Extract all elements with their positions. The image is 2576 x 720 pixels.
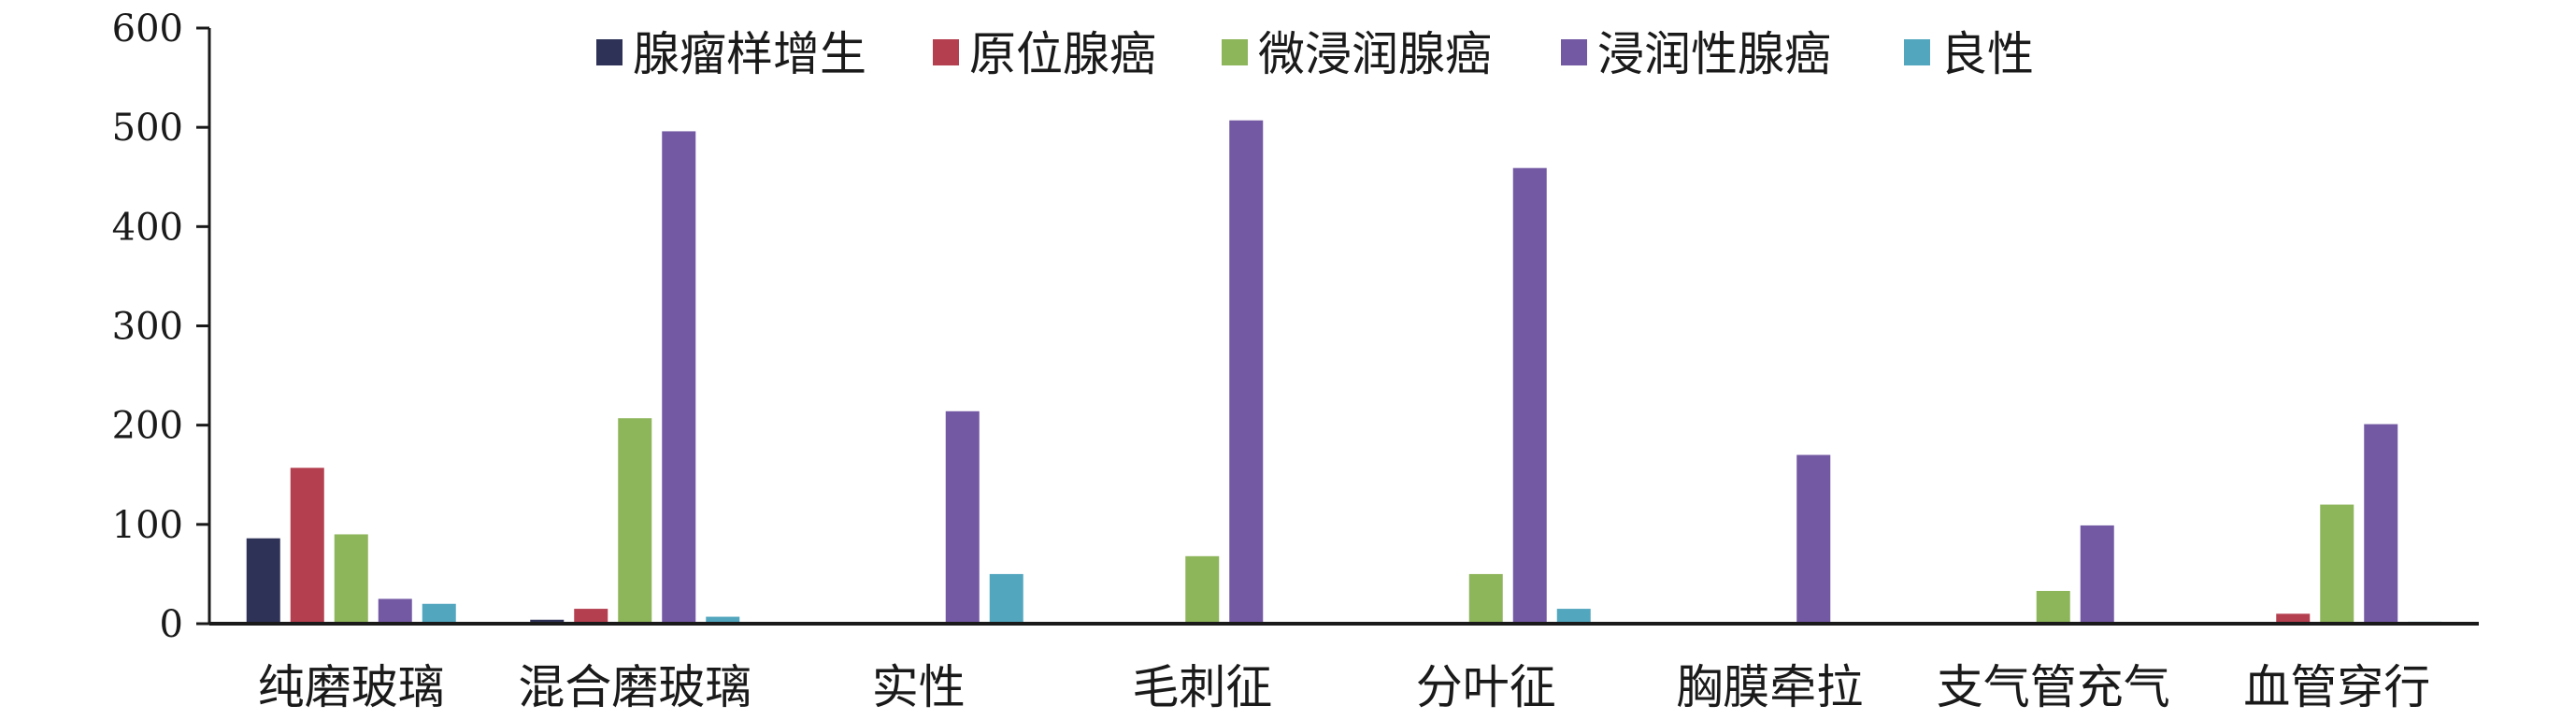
y-tick-label: 500: [112, 107, 183, 150]
bar: [1512, 167, 1547, 624]
legend-swatch: [933, 39, 959, 65]
bar: [706, 616, 740, 624]
legend-label: 浸润性腺癌: [1597, 27, 1831, 81]
bar: [574, 609, 608, 624]
legend-label: 原位腺癌: [969, 27, 1156, 81]
bar: [2080, 525, 2114, 624]
bar: [422, 603, 456, 624]
x-category-label: 纯磨玻璃: [258, 660, 445, 714]
bar: [989, 573, 1023, 624]
x-category-label: 胸膜牵拉: [1676, 660, 1863, 714]
legend-item: 微浸润腺癌: [1222, 27, 1492, 81]
bar: [662, 131, 696, 624]
bar: [334, 534, 368, 624]
y-axis: 0 100 200 300 400 500 600: [112, 7, 211, 646]
bar: [2036, 590, 2070, 624]
x-axis: 纯磨玻璃 混合磨玻璃 实性 毛刺征 分叶征 胸膜牵拉 支气管充气 血管穿行: [209, 622, 2479, 714]
legend-item: 浸润性腺癌: [1561, 27, 1831, 81]
legend-swatch: [1222, 39, 1248, 65]
bars: [246, 120, 2442, 625]
x-category-label: 支气管充气: [1937, 660, 2170, 714]
legend-swatch: [596, 39, 623, 65]
y-tick-label: 400: [112, 206, 183, 249]
legend-item: 腺瘤样增生: [596, 27, 866, 81]
y-tick-label: 200: [112, 405, 183, 448]
y-tick-label: 600: [112, 7, 183, 50]
legend-label: 腺瘤样增生: [633, 27, 866, 81]
legend-label: 微浸润腺癌: [1258, 27, 1492, 81]
bar: [530, 619, 565, 624]
x-category-label: 分叶征: [1416, 660, 1556, 714]
x-category-label: 实性: [872, 660, 966, 714]
bar: [1185, 555, 1220, 624]
bar: [378, 598, 412, 624]
bar: [1468, 573, 1503, 624]
bar: [2320, 504, 2354, 624]
x-category-label: 血管穿行: [2243, 660, 2430, 714]
legend-item: 原位腺癌: [933, 27, 1156, 81]
legend-item: 良性: [1904, 27, 2034, 81]
bar: [2276, 613, 2311, 624]
y-tick-label: 0: [160, 603, 183, 646]
y-tick-label: 300: [112, 306, 183, 349]
bar: [1796, 454, 1831, 624]
bar: [290, 468, 324, 624]
bar: [945, 410, 980, 624]
x-category-label: 混合磨玻璃: [518, 660, 751, 714]
bar: [618, 418, 652, 624]
bar: [1556, 609, 1591, 624]
legend-label: 良性: [1940, 27, 2034, 81]
legend-swatch: [1561, 39, 1587, 65]
bar: [246, 538, 280, 624]
bar: [2364, 424, 2398, 624]
legend-swatch: [1904, 39, 1930, 65]
y-tick-label: 100: [112, 504, 183, 547]
bar: [1229, 120, 1264, 625]
legend: 腺瘤样增生 原位腺癌 微浸润腺癌 浸润性腺癌 良性: [596, 27, 2034, 81]
x-category-label: 毛刺征: [1132, 660, 1272, 714]
